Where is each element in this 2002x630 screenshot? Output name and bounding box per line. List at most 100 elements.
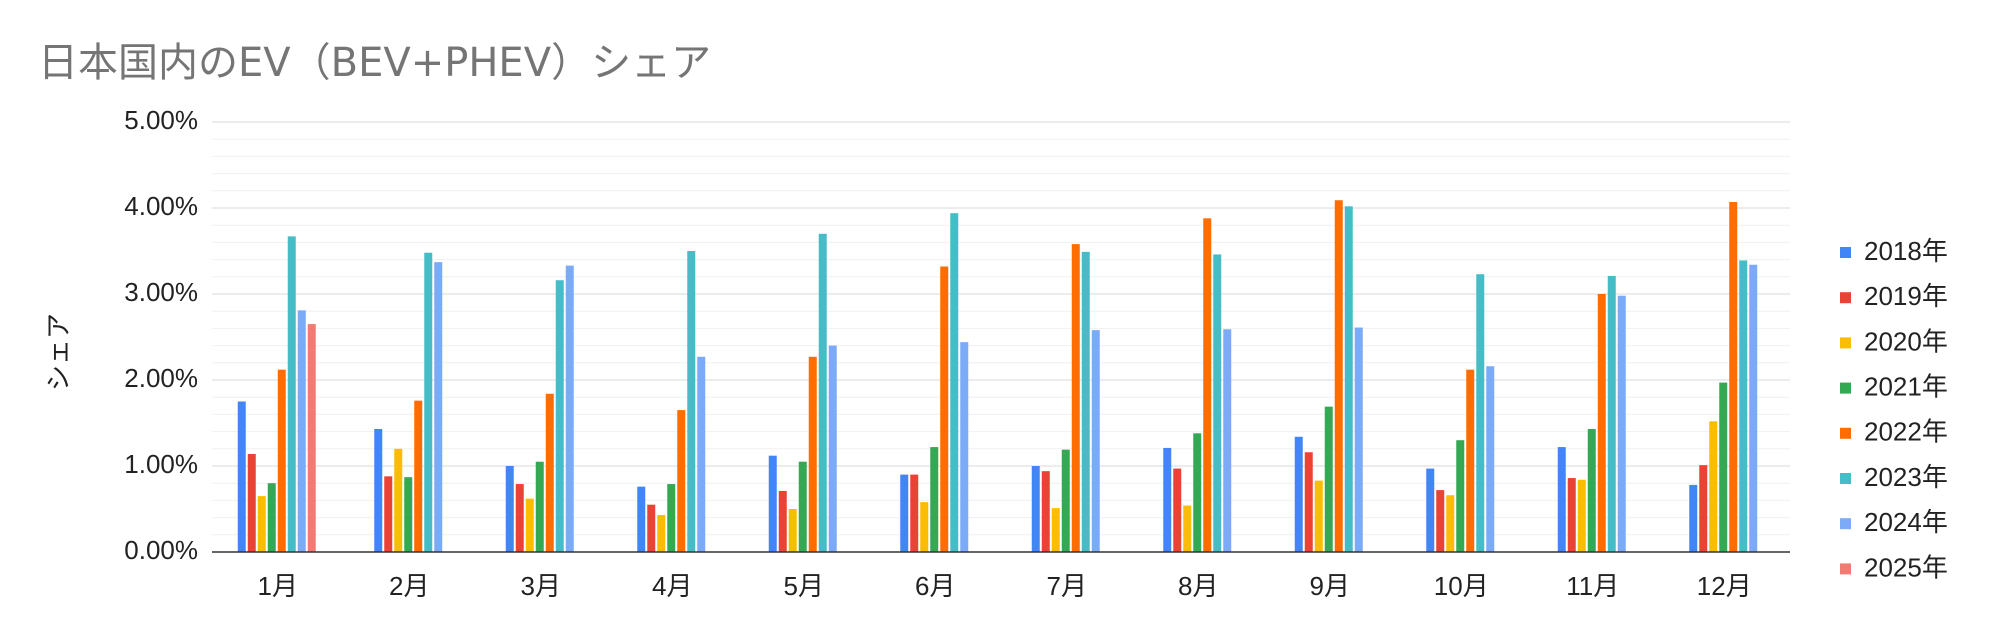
bar: [1071, 244, 1080, 552]
bar: [434, 262, 443, 552]
bar: [297, 310, 306, 552]
bar: [1689, 484, 1698, 552]
bar: [535, 461, 544, 552]
legend-swatch: [1840, 563, 1851, 575]
bar: [900, 474, 909, 552]
bar: [1617, 295, 1626, 552]
bar: [1466, 369, 1475, 552]
bar: [818, 233, 827, 553]
bar: [687, 251, 696, 552]
bar: [828, 345, 837, 552]
x-tick-label: 6月: [915, 571, 955, 601]
legend: 2018年 2019年 2020年 2021年 2022年 2023年 2024年 2025年: [1840, 236, 1948, 582]
bar: [798, 461, 807, 552]
bar: [637, 486, 646, 552]
bar: [1294, 436, 1303, 552]
bar: [930, 447, 939, 552]
bar: [277, 369, 286, 552]
y-tick-label: 2.00%: [124, 363, 198, 393]
bar: [1607, 275, 1616, 552]
x-tick-label: 1月: [258, 571, 298, 601]
x-tick-label: 3月: [521, 571, 561, 601]
bar: [565, 265, 574, 552]
x-tick-label: 10月: [1434, 571, 1489, 601]
legend-swatch: [1840, 292, 1851, 304]
bar: [677, 410, 686, 552]
bar: [910, 474, 919, 552]
bar: [647, 504, 656, 552]
bar: [1223, 329, 1232, 552]
x-tick-label: 11月: [1566, 571, 1619, 601]
y-tick-label: 1.00%: [124, 449, 198, 479]
bar: [1567, 478, 1576, 552]
bar: [1699, 465, 1708, 552]
bar: [1334, 200, 1343, 552]
bar: [1456, 440, 1465, 552]
legend-label: 2020年: [1864, 326, 1948, 356]
bar: [950, 213, 959, 552]
legend-label: 2023年: [1864, 462, 1948, 492]
bar: [237, 401, 246, 552]
bar: [1193, 433, 1202, 552]
chart-title: 日本国内のEV（BEV+PHEV）シェア: [38, 40, 712, 86]
bar: [414, 400, 423, 552]
legend-swatch: [1840, 518, 1851, 530]
x-tick-label: 7月: [1047, 571, 1087, 601]
bar: [287, 236, 296, 552]
bar: [667, 484, 676, 552]
bar: [1091, 330, 1100, 552]
bar: [257, 496, 266, 552]
y-tick-label: 0.00%: [124, 535, 198, 565]
bar: [940, 266, 949, 552]
bar: [505, 466, 514, 552]
bar: [1061, 449, 1070, 552]
bar: [525, 498, 534, 552]
bar: [1446, 495, 1455, 552]
legend-label: 2019年: [1864, 281, 1948, 311]
bar: [1314, 480, 1323, 552]
legend-swatch: [1840, 382, 1851, 394]
bar: [1163, 447, 1172, 552]
bar: [1719, 382, 1728, 552]
bar: [307, 324, 316, 552]
bar: [1173, 468, 1182, 552]
bar: [1587, 429, 1596, 552]
bar: [1354, 327, 1363, 552]
legend-label: 2024年: [1864, 507, 1948, 537]
bar: [1749, 264, 1758, 552]
bar: [1344, 206, 1353, 552]
bar: [808, 356, 817, 552]
bar: [1739, 260, 1748, 552]
bar: [1213, 254, 1222, 552]
legend-swatch: [1840, 427, 1851, 439]
bar: [394, 448, 403, 552]
x-tick-label: 12月: [1697, 571, 1752, 601]
bar: [1324, 406, 1333, 552]
bar: [267, 483, 276, 552]
bar: [1183, 505, 1192, 552]
legend-swatch: [1840, 247, 1851, 258]
bar: [404, 477, 413, 552]
x-tick-label: 2月: [389, 571, 429, 601]
bar: [374, 429, 383, 552]
bar: [778, 490, 787, 552]
bar: [515, 484, 524, 552]
bar: [1051, 508, 1060, 552]
bar: [768, 455, 777, 552]
x-tick-label: 4月: [652, 571, 692, 601]
bar: [247, 453, 256, 552]
bar: [1041, 471, 1050, 552]
legend-swatch: [1840, 337, 1851, 349]
bar: [1709, 421, 1718, 552]
bar: [1577, 479, 1586, 552]
legend-label: 2018年: [1864, 236, 1948, 266]
x-tick-label: 8月: [1178, 571, 1218, 601]
grid-lines: [212, 121, 1790, 536]
bar: [555, 280, 564, 552]
bar: [1486, 366, 1495, 552]
x-tick-label: 5月: [784, 571, 824, 601]
bar: [1081, 251, 1090, 553]
bar: [1729, 201, 1738, 553]
y-tick-label: 5.00%: [124, 105, 198, 135]
